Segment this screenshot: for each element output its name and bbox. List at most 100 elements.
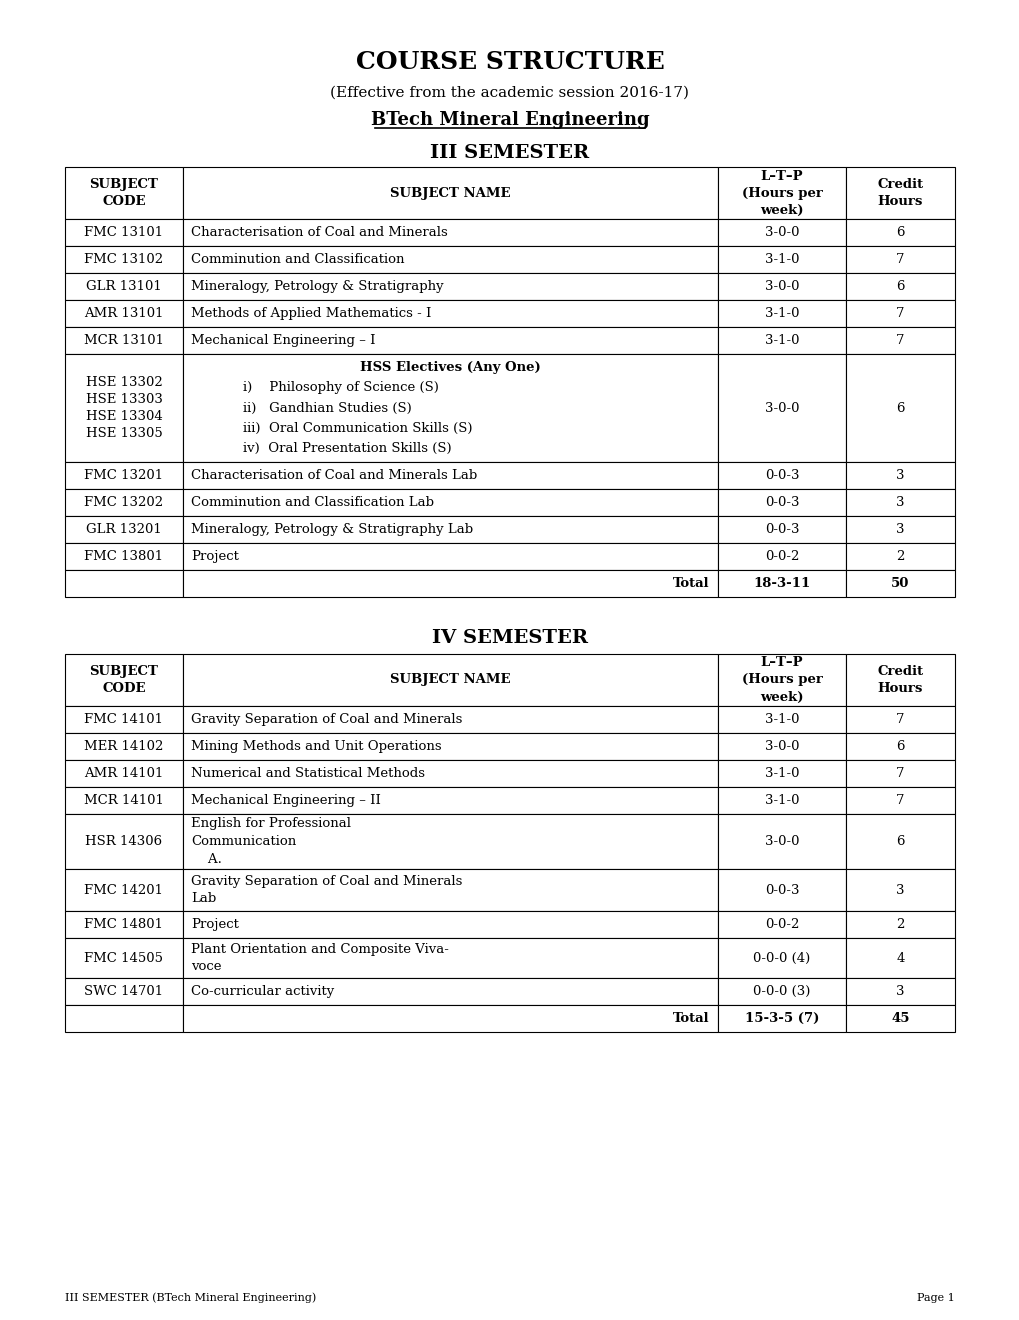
Text: L–T–P
(Hours per
week): L–T–P (Hours per week) xyxy=(741,656,821,704)
Text: BTech Mineral Engineering: BTech Mineral Engineering xyxy=(370,111,649,129)
Bar xyxy=(717,911,845,939)
Text: Total: Total xyxy=(673,577,709,590)
Text: Total: Total xyxy=(673,1012,709,1026)
Bar xyxy=(65,760,182,787)
Bar xyxy=(182,300,717,327)
Bar xyxy=(182,814,717,869)
Text: IV SEMESTER: IV SEMESTER xyxy=(432,630,587,647)
Text: Credit
Hours: Credit Hours xyxy=(876,178,922,209)
Bar xyxy=(845,653,954,706)
Bar xyxy=(845,911,954,939)
Text: 0-0-2: 0-0-2 xyxy=(764,550,799,564)
Text: AMR 13101: AMR 13101 xyxy=(85,308,164,319)
Bar xyxy=(182,462,717,488)
Bar xyxy=(717,168,845,219)
Bar xyxy=(182,327,717,354)
Bar xyxy=(182,869,717,911)
Text: MCR 13101: MCR 13101 xyxy=(84,334,164,347)
Bar xyxy=(845,354,954,462)
Text: iii)  Oral Communication Skills (S): iii) Oral Communication Skills (S) xyxy=(243,422,472,434)
Bar xyxy=(182,273,717,300)
Bar xyxy=(717,516,845,543)
Bar xyxy=(845,246,954,273)
Bar xyxy=(717,814,845,869)
Text: Comminution and Classification Lab: Comminution and Classification Lab xyxy=(191,496,433,510)
Bar xyxy=(182,760,717,787)
Text: MCR 14101: MCR 14101 xyxy=(84,795,164,807)
Text: Numerical and Statistical Methods: Numerical and Statistical Methods xyxy=(191,767,425,780)
Text: Mechanical Engineering – I: Mechanical Engineering – I xyxy=(191,334,375,347)
Bar xyxy=(182,246,717,273)
Bar xyxy=(845,219,954,246)
Text: Project: Project xyxy=(191,550,238,564)
Bar xyxy=(65,978,182,1005)
Text: FMC 13101: FMC 13101 xyxy=(85,226,163,239)
Bar xyxy=(717,488,845,516)
Text: Mining Methods and Unit Operations: Mining Methods and Unit Operations xyxy=(191,741,441,752)
Text: 4: 4 xyxy=(896,952,904,965)
Text: i)    Philosophy of Science (S): i) Philosophy of Science (S) xyxy=(243,381,438,395)
Bar xyxy=(717,354,845,462)
Text: SWC 14701: SWC 14701 xyxy=(85,985,163,998)
Text: III SEMESTER (BTech Mineral Engineering): III SEMESTER (BTech Mineral Engineering) xyxy=(65,1292,316,1303)
Text: 6: 6 xyxy=(896,836,904,847)
Text: GLR 13201: GLR 13201 xyxy=(86,523,162,536)
Bar xyxy=(182,516,717,543)
Bar xyxy=(65,246,182,273)
Bar xyxy=(182,219,717,246)
Bar xyxy=(717,570,845,597)
Bar xyxy=(845,300,954,327)
Text: 0-0-3: 0-0-3 xyxy=(764,523,799,536)
Text: FMC 13201: FMC 13201 xyxy=(85,469,163,482)
Bar xyxy=(65,516,182,543)
Text: FMC 13801: FMC 13801 xyxy=(85,550,163,564)
Bar xyxy=(65,273,182,300)
Text: FMC 13202: FMC 13202 xyxy=(85,496,163,510)
Bar xyxy=(182,168,717,219)
Text: 3-0-0: 3-0-0 xyxy=(764,401,799,414)
Bar xyxy=(845,939,954,978)
Bar xyxy=(845,787,954,814)
Text: Characterisation of Coal and Minerals Lab: Characterisation of Coal and Minerals La… xyxy=(191,469,477,482)
Text: 45: 45 xyxy=(891,1012,909,1026)
Text: SUBJECT NAME: SUBJECT NAME xyxy=(390,186,511,199)
Text: SUBJECT
CODE: SUBJECT CODE xyxy=(90,178,158,209)
Bar xyxy=(182,488,717,516)
Bar xyxy=(182,733,717,760)
Text: FMC 14201: FMC 14201 xyxy=(85,883,163,896)
Text: Credit
Hours: Credit Hours xyxy=(876,665,922,696)
Text: HSE 13302
HSE 13303
HSE 13304
HSE 13305: HSE 13302 HSE 13303 HSE 13304 HSE 13305 xyxy=(86,376,162,440)
Text: FMC 14101: FMC 14101 xyxy=(85,713,163,726)
Bar xyxy=(65,653,182,706)
Bar xyxy=(65,939,182,978)
Bar xyxy=(65,354,182,462)
Text: 3: 3 xyxy=(896,496,904,510)
Bar xyxy=(845,760,954,787)
Text: iv)  Oral Presentation Skills (S): iv) Oral Presentation Skills (S) xyxy=(243,442,451,455)
Bar xyxy=(182,1005,717,1032)
Bar xyxy=(717,653,845,706)
Bar xyxy=(717,939,845,978)
Bar xyxy=(717,273,845,300)
Bar xyxy=(717,462,845,488)
Text: 0-0-3: 0-0-3 xyxy=(764,496,799,510)
Text: Methods of Applied Mathematics - I: Methods of Applied Mathematics - I xyxy=(191,308,431,319)
Bar xyxy=(717,869,845,911)
Text: Plant Orientation and Composite Viva-
voce: Plant Orientation and Composite Viva- vo… xyxy=(191,942,448,974)
Text: 7: 7 xyxy=(896,795,904,807)
Bar xyxy=(845,327,954,354)
Bar xyxy=(65,570,182,597)
Bar xyxy=(845,273,954,300)
Text: 0-0-3: 0-0-3 xyxy=(764,883,799,896)
Text: Gravity Separation of Coal and Minerals
Lab: Gravity Separation of Coal and Minerals … xyxy=(191,874,462,906)
Text: 2: 2 xyxy=(896,917,904,931)
Bar xyxy=(845,706,954,733)
Text: Comminution and Classification: Comminution and Classification xyxy=(191,253,405,267)
Text: 6: 6 xyxy=(896,280,904,293)
Bar xyxy=(182,911,717,939)
Bar xyxy=(845,570,954,597)
Bar xyxy=(65,327,182,354)
Text: 15-3-5 (7): 15-3-5 (7) xyxy=(744,1012,818,1026)
Bar xyxy=(717,300,845,327)
Text: 3-1-0: 3-1-0 xyxy=(764,767,799,780)
